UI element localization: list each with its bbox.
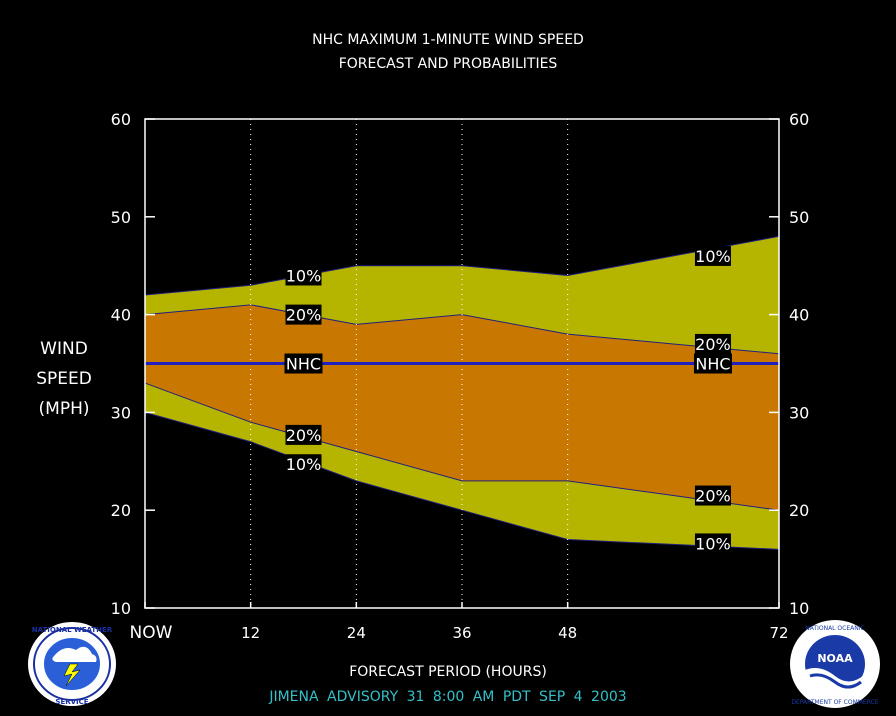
chart-title-line1: NHC MAXIMUM 1-MINUTE WIND SPEED — [312, 32, 584, 48]
annotation-label: 20% — [695, 487, 731, 506]
annotation-bg — [694, 485, 731, 506]
annotation-bg — [694, 245, 731, 266]
y-tick-label-right: 40 — [789, 306, 809, 325]
svg-text:NOAA: NOAA — [817, 652, 853, 665]
y-tick-label-right: 30 — [789, 403, 809, 422]
y-tick-label-right: 60 — [789, 110, 809, 129]
y-tick-label-left: 30 — [111, 403, 131, 422]
annotation-label: 10% — [695, 534, 731, 553]
annotation-bg — [694, 333, 731, 354]
svg-text:NATIONAL OCEANIC: NATIONAL OCEANIC — [805, 625, 864, 632]
nws-logo: NATIONAL WEATHER SERVICE — [28, 622, 116, 706]
y-axis-label-line2: SPEED — [36, 369, 92, 389]
y-tick-label-left: 20 — [111, 501, 131, 520]
chart-title-line2: FORECAST AND PROBABILITIES — [338, 56, 558, 72]
annotation-bg — [284, 353, 323, 374]
annotation-label: NHC — [286, 355, 321, 374]
y-axis-label-line1: WIND — [40, 339, 88, 359]
annotation-bg — [285, 454, 322, 475]
y-tick-label-left: 40 — [111, 306, 131, 325]
annotation-label: 20% — [286, 426, 322, 445]
line-20-lower — [144, 382, 780, 511]
x-tick-label: NOW — [130, 623, 173, 643]
x-tick-label: 36 — [452, 624, 471, 642]
y-tick-label-right: 10 — [789, 599, 809, 618]
annotation-bg — [285, 265, 322, 286]
svg-text:DEPARTMENT OF COMMERCE: DEPARTMENT OF COMMERCE — [791, 699, 878, 706]
advisory-line: JIMENA ADVISORY 31 8:00 AM PDT SEP 4 200… — [269, 689, 627, 705]
x-tick-label: 72 — [769, 624, 788, 642]
annotation-bg — [694, 533, 731, 554]
annotation-bg — [285, 304, 322, 325]
x-tick-label: 12 — [241, 624, 260, 642]
svg-text:NATIONAL WEATHER: NATIONAL WEATHER — [32, 626, 113, 634]
y-tick-label-left: 60 — [111, 110, 131, 129]
y-tick-label-left: 10 — [111, 599, 131, 618]
noaa-logo: NOAA NATIONAL OCEANIC DEPARTMENT OF COMM… — [790, 620, 880, 708]
annotation-label: 10% — [695, 247, 731, 266]
annotation-bg — [693, 353, 732, 374]
line-10-upper — [144, 235, 780, 296]
x-tick-label: 24 — [347, 624, 366, 642]
y-tick-label-left: 50 — [111, 208, 131, 227]
y-axis-label-line3: (MPH) — [38, 399, 90, 419]
annotation-label: NHC — [695, 355, 730, 374]
line-10-lower — [144, 411, 780, 550]
y-tick-label-right: 20 — [789, 501, 809, 520]
annotation-label: 10% — [286, 266, 322, 285]
x-tick-label: 48 — [558, 624, 577, 642]
x-axis-title: FORECAST PERIOD (HOURS) — [349, 664, 547, 680]
annotation-label: 10% — [286, 455, 322, 474]
annotation-label: 20% — [695, 335, 731, 354]
annotation-bg — [285, 424, 322, 445]
annotation-label: 20% — [286, 306, 322, 325]
y-tick-label-right: 50 — [789, 208, 809, 227]
svg-text:SERVICE: SERVICE — [55, 698, 88, 706]
